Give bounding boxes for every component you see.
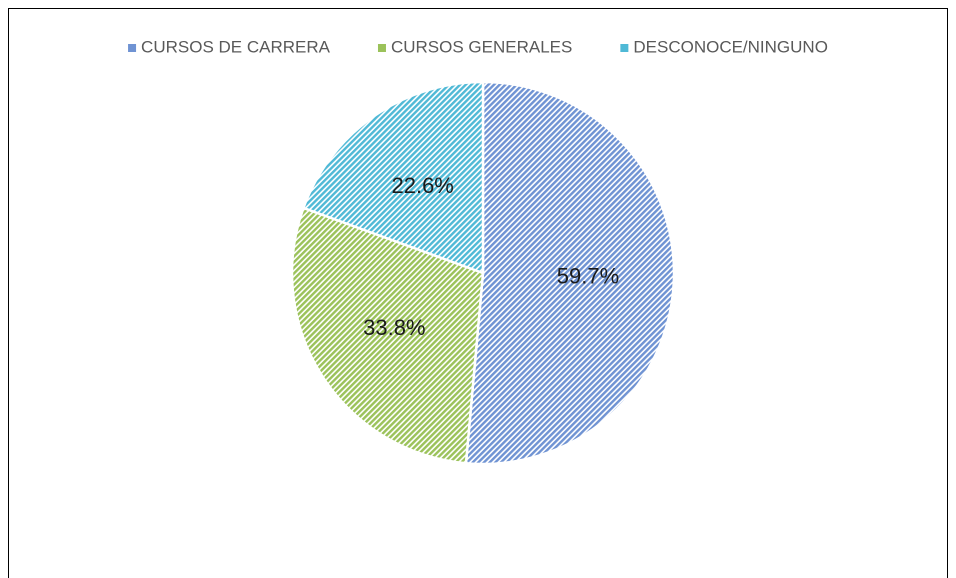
legend-swatch	[620, 44, 629, 52]
legend-label: DESCONOCE/NINGUNO	[633, 37, 828, 56]
pie-slice	[464, 80, 676, 466]
slice-label: 22.6%	[391, 173, 453, 198]
pie: 59.7% 33.8% 22.6%	[290, 80, 676, 466]
slice-label: 33.8%	[363, 315, 425, 340]
legend-swatch	[377, 44, 386, 52]
legend-label: CURSOS GENERALES	[391, 37, 572, 56]
pie-slice	[290, 206, 485, 465]
legend-swatch	[128, 44, 137, 52]
slice-label: 59.7%	[557, 264, 619, 289]
legend: CURSOS DE CARRERA CURSOS GENERALES DESCONO…	[128, 37, 828, 56]
legend-label: CURSOS DE CARRERA	[141, 37, 331, 56]
chart-frame	[8, 8, 948, 578]
pie-slice	[301, 80, 485, 275]
